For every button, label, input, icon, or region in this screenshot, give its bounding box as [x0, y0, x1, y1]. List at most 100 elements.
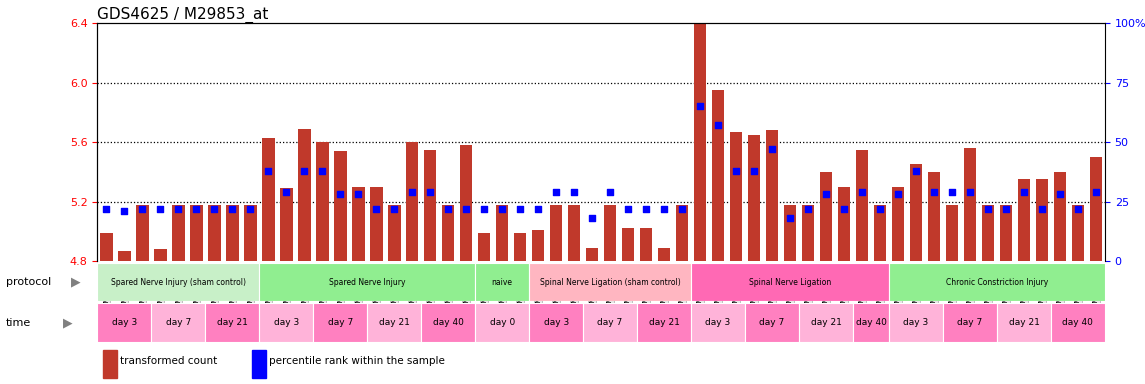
Text: day 7: day 7: [166, 318, 191, 327]
Bar: [388, 205, 401, 261]
Point: [889, 191, 907, 197]
Bar: [442, 205, 455, 261]
Bar: [586, 248, 599, 261]
Bar: [97, 263, 259, 301]
Point: [187, 206, 205, 212]
Bar: [838, 187, 851, 261]
Point: [781, 215, 799, 221]
Bar: [368, 303, 421, 342]
Bar: [783, 205, 796, 261]
Bar: [529, 303, 583, 342]
Point: [349, 191, 368, 197]
Bar: [208, 205, 221, 261]
Point: [277, 189, 295, 195]
Text: Spinal Nerve Ligation (sham control): Spinal Nerve Ligation (sham control): [539, 278, 680, 287]
Bar: [909, 164, 922, 261]
Bar: [889, 303, 943, 342]
Bar: [603, 205, 616, 261]
Bar: [334, 151, 347, 261]
Text: Spared Nerve Injury: Spared Nerve Injury: [329, 278, 405, 287]
Bar: [568, 205, 581, 261]
Bar: [997, 303, 1051, 342]
Text: day 21: day 21: [216, 318, 247, 327]
Bar: [748, 135, 760, 261]
Bar: [1053, 172, 1066, 261]
Bar: [259, 263, 475, 301]
Bar: [1090, 157, 1103, 261]
Bar: [964, 148, 977, 261]
Text: day 7: day 7: [598, 318, 623, 327]
Point: [835, 206, 853, 212]
Point: [313, 167, 331, 174]
Bar: [927, 172, 940, 261]
Point: [601, 189, 619, 195]
Point: [97, 206, 116, 212]
Point: [907, 167, 925, 174]
Bar: [514, 233, 527, 261]
Point: [637, 206, 655, 212]
Bar: [460, 145, 473, 261]
Point: [368, 206, 386, 212]
Point: [942, 189, 961, 195]
Point: [763, 146, 781, 152]
Point: [979, 206, 997, 212]
Point: [583, 215, 601, 221]
Text: day 21: day 21: [649, 318, 679, 327]
Point: [816, 191, 835, 197]
Bar: [622, 228, 634, 261]
Point: [853, 189, 871, 195]
Bar: [855, 149, 868, 261]
Bar: [477, 233, 490, 261]
Bar: [298, 129, 310, 261]
Bar: [226, 205, 238, 261]
Text: day 7: day 7: [957, 318, 982, 327]
Text: day 7: day 7: [327, 318, 353, 327]
Point: [1087, 189, 1105, 195]
Text: GDS4625 / M29853_at: GDS4625 / M29853_at: [97, 7, 269, 23]
Point: [169, 206, 188, 212]
Text: protocol: protocol: [6, 277, 52, 287]
Point: [116, 208, 134, 214]
Point: [421, 189, 440, 195]
Bar: [692, 263, 889, 301]
Bar: [1000, 205, 1012, 261]
Bar: [981, 205, 994, 261]
Bar: [496, 205, 508, 261]
Bar: [820, 172, 832, 261]
Bar: [874, 205, 886, 261]
Bar: [802, 205, 814, 261]
Point: [961, 189, 979, 195]
Text: day 40: day 40: [1063, 318, 1093, 327]
Text: percentile rank within the sample: percentile rank within the sample: [269, 356, 445, 366]
Bar: [151, 303, 205, 342]
Point: [511, 206, 529, 212]
Point: [385, 206, 403, 212]
Bar: [943, 303, 997, 342]
Text: naive: naive: [491, 278, 513, 287]
Text: day 3: day 3: [903, 318, 929, 327]
Bar: [657, 248, 670, 261]
Text: day 3: day 3: [705, 318, 731, 327]
Bar: [892, 187, 905, 261]
Bar: [244, 205, 256, 261]
Bar: [766, 130, 779, 261]
Point: [564, 189, 583, 195]
Text: day 21: day 21: [379, 318, 410, 327]
Bar: [692, 303, 745, 342]
Bar: [531, 230, 544, 261]
Bar: [100, 233, 112, 261]
Point: [331, 191, 349, 197]
Bar: [853, 303, 889, 342]
Point: [223, 206, 242, 212]
Bar: [712, 90, 725, 261]
Bar: [529, 263, 692, 301]
Point: [547, 189, 566, 195]
Point: [799, 206, 818, 212]
Bar: [676, 205, 688, 261]
Bar: [316, 142, 329, 261]
Text: time: time: [6, 318, 31, 328]
Bar: [637, 303, 692, 342]
Point: [259, 167, 277, 174]
Point: [1068, 206, 1087, 212]
Bar: [475, 263, 529, 301]
